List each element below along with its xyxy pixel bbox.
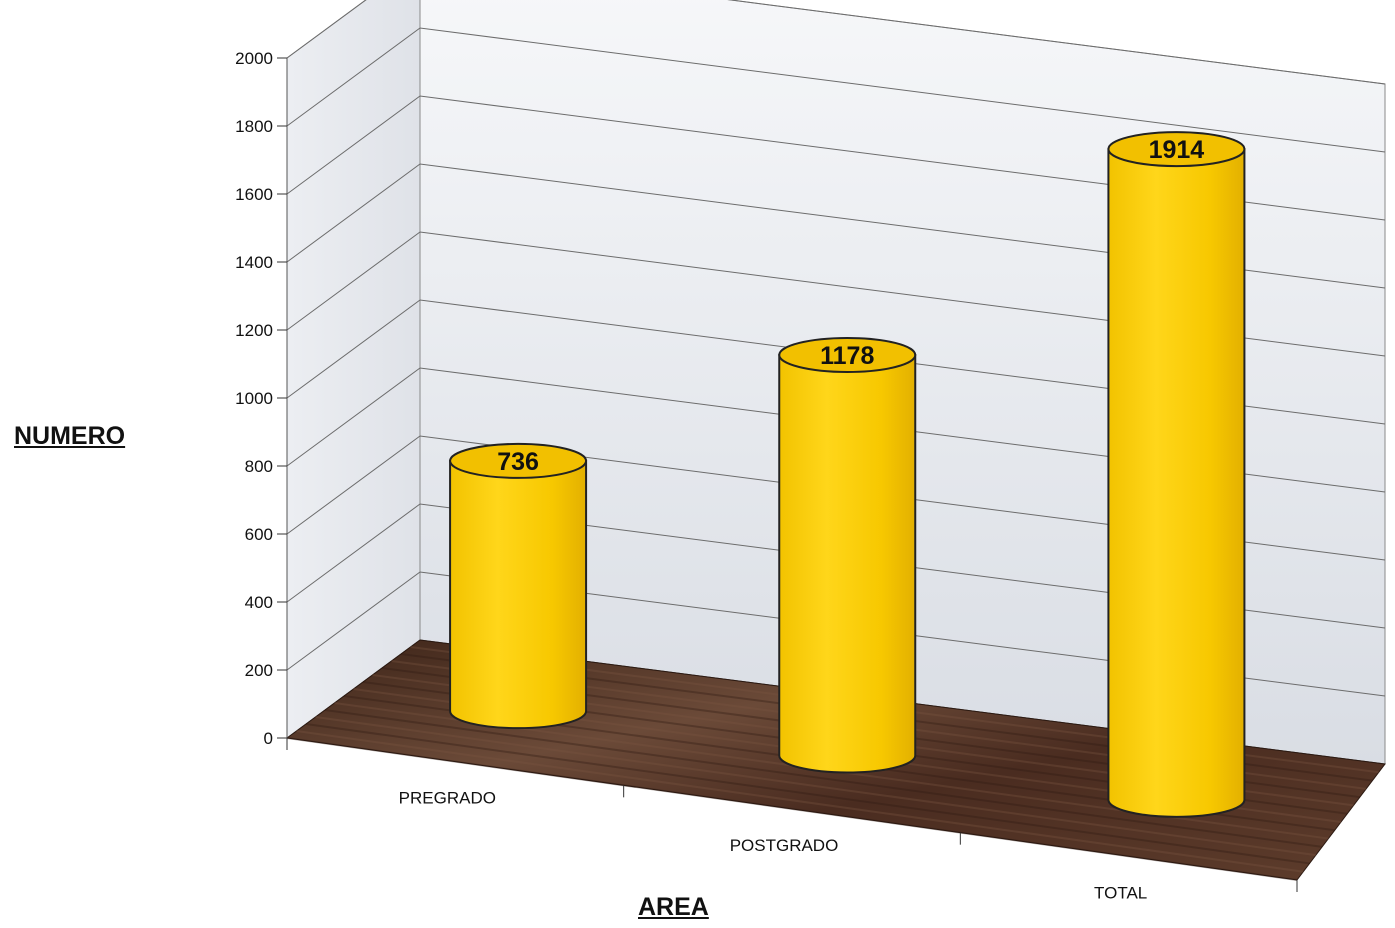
gridline	[286, 435, 1386, 561]
y-tick-label: 800	[245, 457, 273, 476]
y-tick-label: 1000	[235, 389, 273, 408]
gridline	[286, 27, 1386, 153]
floor-texture	[305, 723, 1310, 865]
y-tick-label: 0	[264, 729, 273, 748]
bar: 736	[449, 442, 588, 730]
bar-body	[1107, 148, 1246, 818]
y-tick-label: 400	[245, 593, 273, 612]
floor-texture	[324, 709, 1323, 848]
gridline	[286, 299, 1386, 425]
bar-body	[778, 353, 917, 774]
floor-texture	[296, 730, 1304, 873]
x-tick-label: TOTAL	[1094, 883, 1147, 902]
bar-top	[449, 442, 588, 479]
y-axis-title: NUMERO	[14, 422, 126, 450]
x-axis: PREGRADO POSTGRADO TOTAL	[286, 738, 1298, 902]
gridline	[286, 0, 1386, 85]
bar-value-label: 1178	[820, 342, 874, 370]
bar: 1178	[778, 336, 917, 774]
y-tick-label: 1600	[235, 185, 273, 204]
y-tick-label: 200	[245, 661, 273, 680]
bar-body	[449, 459, 588, 730]
gridline	[286, 231, 1386, 357]
y-tick-label: 1200	[235, 321, 273, 340]
gridline	[286, 95, 1386, 221]
gridline	[286, 571, 1386, 697]
y-axis: 0 200 400 600 800 1000 1200 1400 1600 1800 2000	[235, 49, 288, 748]
x-axis-title: AREA	[638, 893, 709, 921]
bar-value-label: 736	[497, 448, 539, 476]
gridline	[286, 163, 1386, 289]
x-tick-label: PREGRADO	[399, 789, 496, 808]
bar-top	[778, 336, 917, 373]
bar-top	[1107, 131, 1246, 168]
gridline	[286, 503, 1386, 629]
y-tick-label: 1800	[235, 117, 273, 136]
bars: 736 1178 1914	[449, 131, 1246, 818]
y-tick-label: 2000	[235, 49, 273, 68]
x-tick-label: POSTGRADO	[730, 836, 839, 855]
bar: 1914	[1107, 131, 1246, 818]
y-tick-label: 1400	[235, 253, 273, 272]
bar-value-label: 1914	[1149, 136, 1205, 164]
gridline	[286, 367, 1386, 493]
floor-texture	[286, 737, 1298, 881]
y-tick-label: 600	[245, 525, 273, 544]
floor-texture	[315, 716, 1316, 857]
